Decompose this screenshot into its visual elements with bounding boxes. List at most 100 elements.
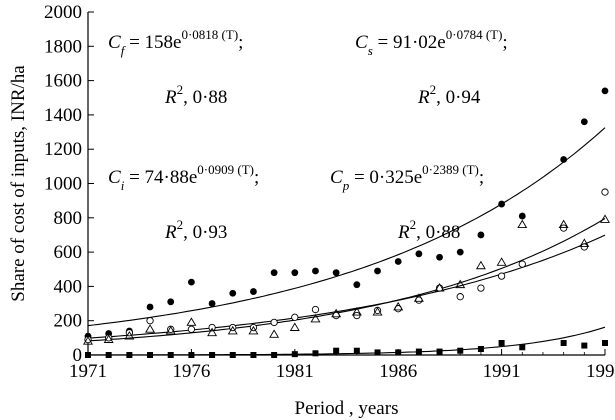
filled-circle-point	[560, 156, 568, 163]
filled-square-point	[374, 349, 381, 356]
open-triangle-point	[475, 260, 486, 270]
filled-circle-point	[601, 87, 609, 95]
trend-line-open-triangle	[87, 218, 606, 342]
open-circle-point	[270, 318, 278, 327]
open-triangle-point	[310, 313, 321, 323]
open-triangle-point	[103, 334, 114, 343]
r-squared-i: R2, 0·93	[164, 217, 227, 243]
open-circle-point	[456, 293, 464, 301]
filled-circle-point	[518, 212, 526, 220]
filled-square-point	[519, 344, 526, 351]
y-tick-label: 0	[73, 345, 83, 366]
open-triangle-point	[83, 336, 93, 345]
trend-lines	[87, 127, 606, 356]
filled-circle-point	[498, 200, 505, 208]
open-triangle-point	[351, 307, 362, 316]
open-triangle-point	[165, 325, 176, 335]
y-tick-label: 600	[54, 242, 83, 263]
filled-circle-point	[146, 303, 154, 311]
filled-square-point	[581, 342, 588, 349]
filled-square-point	[602, 339, 608, 346]
open-circle-point	[580, 243, 588, 251]
x-tick-label: 1971	[69, 361, 107, 382]
filled-circle-point	[332, 269, 340, 277]
filled-square-point	[271, 352, 278, 358]
filled-square-point	[395, 349, 402, 356]
open-triangle-point	[145, 324, 156, 333]
open-triangle-point	[434, 283, 445, 292]
equation-p: Cp = 0·325e0·2389 (T);	[330, 162, 484, 193]
filled-circle-point	[291, 269, 299, 277]
filled-circle-point	[229, 289, 237, 297]
x-tick-label: 1976	[172, 361, 210, 382]
open-circle-point	[518, 260, 526, 268]
filled-circle-point	[456, 248, 464, 256]
filled-square-point	[105, 352, 112, 358]
filled-square-point	[477, 345, 484, 352]
filled-square-point	[188, 352, 195, 358]
x-tick-label: 1991	[483, 361, 521, 382]
x-tick-label: 1996	[586, 361, 615, 382]
r-squared-f: R2, 0·88	[164, 82, 227, 108]
equation-i: Ci = 74·88e0·0909 (T);	[108, 162, 259, 193]
x-axis-label: Period , years	[295, 398, 399, 419]
open-circle-point	[601, 188, 609, 196]
x-tick-label: 1986	[379, 361, 417, 382]
open-triangle-point	[600, 214, 610, 223]
open-circle-point	[311, 305, 320, 314]
open-circle-point	[187, 325, 196, 333]
filled-square-point	[147, 352, 154, 358]
open-triangle-point	[269, 329, 280, 338]
filled-circle-point	[580, 118, 588, 126]
equation-s: Cs = 91·02e0·0784 (T);	[355, 27, 508, 58]
open-triangle-point	[289, 322, 300, 331]
y-tick-label: 400	[54, 276, 83, 297]
filled-circle-point	[188, 278, 195, 286]
y-axis-label: Share of cost of inputs, INR/ha	[8, 65, 29, 302]
y-tick-label: 1600	[44, 71, 82, 92]
filled-circle-point	[353, 281, 361, 289]
open-triangle-point	[124, 331, 135, 340]
axis-ticks: 0 200 400 600 800 1000 1200 1400 1600 1800 2000 197…	[44, 2, 615, 382]
filled-circle-point	[270, 269, 278, 277]
y-tick-label: 800	[54, 208, 83, 229]
open-triangle-point	[227, 325, 238, 335]
filled-square-point	[498, 339, 505, 346]
y-tick-label: 2000	[44, 2, 82, 23]
open-triangle-point	[372, 307, 383, 316]
r-squared-s: R2, 0·94	[417, 82, 481, 108]
open-triangle-point	[579, 238, 590, 247]
open-circle-point	[353, 311, 361, 320]
filled-square-point	[353, 347, 360, 354]
open-circle-point	[559, 224, 568, 232]
open-circle-point	[291, 313, 299, 321]
filled-square-point	[85, 352, 91, 358]
x-tick-label: 1981	[276, 361, 314, 382]
open-triangle-point	[186, 317, 197, 326]
filled-circle-point	[374, 267, 381, 275]
y-tick-label: 1800	[44, 36, 82, 57]
equation-f: Cf = 158e0·0818 (T);	[108, 27, 243, 58]
trend-line-open-circle	[87, 234, 606, 339]
filled-circle-point	[167, 298, 175, 306]
open-circle-point	[146, 317, 154, 325]
filled-circle-point	[208, 300, 216, 307]
filled-circle-point	[312, 267, 319, 275]
filled-square-point	[457, 347, 464, 354]
y-tick-label: 200	[54, 311, 83, 332]
y-tick-label: 1400	[44, 105, 82, 126]
open-triangle-point	[393, 301, 404, 311]
open-triangle-point	[331, 308, 342, 318]
filled-circle-point	[394, 258, 402, 265]
y-tick-label: 1000	[44, 174, 82, 195]
filled-square-point	[209, 352, 216, 358]
r-squared-p: R2, 0·88	[397, 217, 460, 243]
filled-square-point	[436, 348, 443, 355]
open-triangle-point	[558, 219, 569, 229]
filled-square-point	[250, 352, 257, 358]
filled-circle-point	[250, 288, 257, 295]
open-triangle-point	[248, 325, 259, 335]
equation-annotations: Cf = 158e0·0818 (T); R2, 0·88 Cs = 91·02e0…	[108, 27, 508, 243]
open-circle-point	[208, 323, 216, 332]
